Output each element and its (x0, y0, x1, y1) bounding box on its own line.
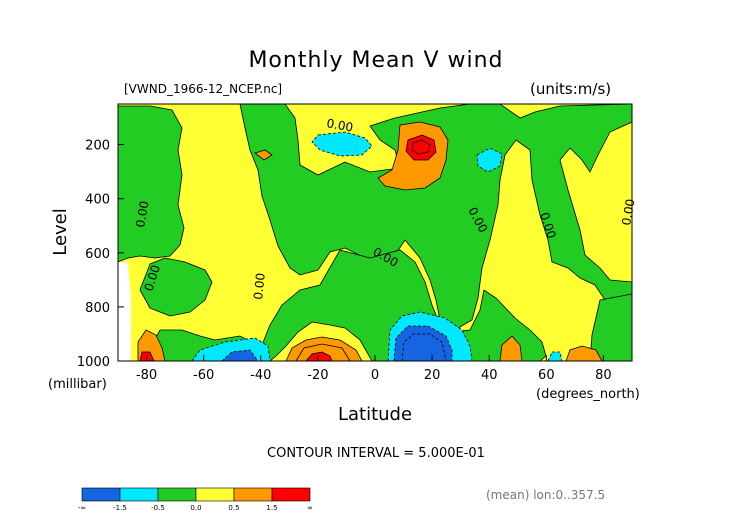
band-strong-negative (221, 349, 259, 361)
colorbar-label: 0.0 (190, 504, 201, 512)
band-strong-negative (393, 325, 453, 361)
contour-label: 0.00 (325, 116, 354, 134)
x-axis-unit: (degrees_north) (536, 387, 640, 402)
x-axis-title: Latitude (338, 404, 412, 425)
missing-data-area (118, 262, 131, 361)
y-axis-title: Level (50, 208, 71, 256)
chart-title: Monthly Mean V wind (248, 48, 504, 73)
contour-line (411, 139, 431, 155)
x-tick-label: 40 (481, 368, 498, 383)
x-tick-label: 80 (595, 368, 612, 383)
band-strong-positive (405, 134, 437, 161)
x-tick-label: -60 (193, 368, 214, 383)
band-strong-positive (305, 351, 333, 361)
y-axis-unit: (millibar) (48, 377, 107, 392)
x-axis: -80 -60 -40 -20 0 20 40 60 80 (136, 355, 612, 383)
contour-interval: CONTOUR INTERVAL = 5.000E-01 (267, 446, 485, 461)
band-weak-negative (118, 105, 185, 263)
band-weak-negative (589, 293, 632, 361)
y-tick-label: 600 (85, 247, 110, 262)
band-moderate-positive (254, 149, 273, 161)
colorbar-label: ∞ (307, 504, 313, 512)
colorbar-label: -0.5 (151, 504, 165, 512)
contour-line (401, 333, 447, 361)
colorbar-swatch (119, 487, 159, 502)
band-moderate-positive (499, 335, 523, 361)
colorbar-label: 1.5 (266, 504, 277, 512)
colorbar-swatch (271, 487, 311, 502)
band-moderate-negative (476, 147, 503, 173)
contour-label: 0.00 (251, 272, 268, 300)
contour-label: 0.00 (133, 200, 151, 229)
band-moderate-negative (547, 351, 563, 361)
colorbar-label: -1.5 (113, 504, 127, 512)
x-tick-label: -80 (136, 368, 157, 383)
contour-line (295, 343, 351, 361)
band-weak-negative (139, 257, 213, 317)
mean-annotation: (mean) lon:0..357.5 (486, 488, 606, 502)
y-tick-label: 200 (85, 139, 110, 154)
y-tick-label: 800 (85, 301, 110, 316)
colorbar-swatch (195, 487, 235, 502)
band-moderate-positive (285, 336, 363, 361)
contour-fill (118, 104, 632, 361)
x-tick-label: 60 (538, 368, 555, 383)
colorbar: -∞ -1.5 -0.5 0.0 0.5 1.5 ∞ (78, 487, 313, 512)
units-label: (units:m/s) (530, 80, 612, 98)
colorbar-label: 0.5 (228, 504, 239, 512)
x-tick-label: 20 (424, 368, 441, 383)
y-tick-label: 1000 (77, 355, 110, 370)
band-moderate-positive (565, 345, 603, 361)
y-axis: 200 400 600 800 1000 (77, 139, 124, 370)
x-tick-label: -20 (307, 368, 328, 383)
colorbar-swatch (157, 487, 197, 502)
file-label: [VWND_1966-12_NCEP.nc] (124, 82, 283, 96)
y-tick-label: 400 (85, 193, 110, 208)
x-tick-label: 0 (371, 368, 379, 383)
x-tick-label: -40 (250, 368, 271, 383)
contour-label: 0.00 (619, 198, 637, 227)
band-moderate-negative (311, 131, 373, 157)
colorbar-swatch (233, 487, 273, 502)
colorbar-swatch (81, 487, 121, 502)
colorbar-label: -∞ (78, 504, 86, 512)
